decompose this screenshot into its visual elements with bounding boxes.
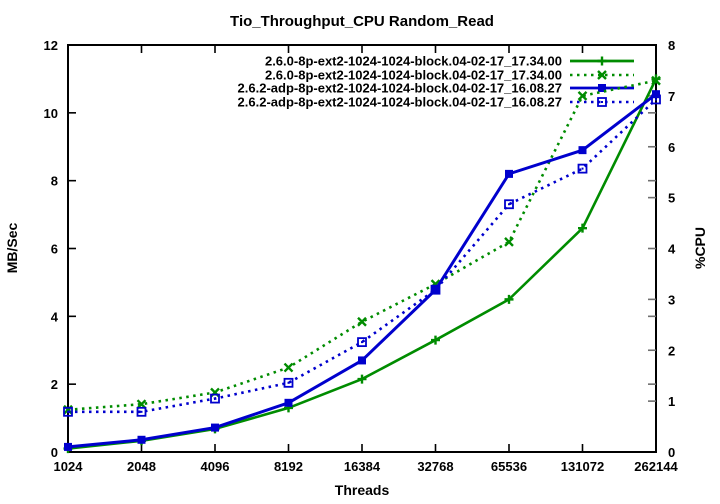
y-right-tick-label-3: 3 [668,292,675,307]
series-0 [63,74,661,454]
x-tick-label-65536: 65536 [491,459,527,474]
series-2-marker-6 [505,169,513,178]
legend-sample-marker-2 [598,84,606,92]
x-tick-label-2048: 2048 [127,459,156,474]
y-right-tick-label-5: 5 [668,191,675,206]
series-0-line [67,78,658,450]
x-axis-label: Threads [335,482,390,498]
series-3-marker-5 [430,284,441,295]
legend-sample-marker-1 [597,70,607,80]
series-3-marker-8 [651,94,661,105]
series-1-marker-7 [577,91,588,101]
series-3-marker-0-dot [67,410,69,413]
chart-series [63,74,661,454]
series-0-marker-6 [504,294,514,304]
series-2-marker-1 [137,435,146,444]
legend-sample-marker-0 [597,56,607,66]
series-1-marker-8 [651,75,661,86]
y-right-tick-label-8: 8 [668,38,675,53]
chart-title: Tio_Throughput_CPU Random_Read [230,13,494,30]
legend-sample-marker-3 [597,97,607,107]
series-3-marker-2-dot [214,397,216,400]
y-left-tick-label-8: 8 [51,174,58,189]
series-0-marker-4 [357,374,367,384]
series-1-marker-6 [504,237,514,247]
y-right-tick-label-4: 4 [668,242,676,257]
y-left-tick-label-2: 2 [51,377,58,392]
y-left-tick-label-0: 0 [51,445,58,460]
y-right-tick-label-6: 6 [668,140,675,155]
series-1-line [67,79,657,412]
series-2-marker-3 [284,398,293,407]
y-left-tick-label-4: 4 [51,309,59,324]
series-3-marker-7-dot [581,167,584,170]
y-right-tick-label-1: 1 [668,394,675,409]
series-3-marker-4 [357,337,367,348]
x-tick-label-1024: 1024 [54,459,84,474]
series-3-marker-0 [63,406,73,417]
series-2-marker-2 [211,423,219,432]
legend-label-3: 2.6.2-adp-8p-ext2-1024-1024-block.04-02-… [238,95,562,110]
y-right-tick-label-7: 7 [668,89,675,104]
x-tick-label-16384: 16384 [344,459,381,474]
x-tick-label-131072: 131072 [561,459,604,474]
y-left-tick-label-10: 10 [44,106,58,121]
series-3-marker-7 [577,163,588,174]
series-3-marker-6-dot [508,203,510,206]
series-2-marker-0 [64,442,72,451]
series-3-marker-1 [136,406,147,417]
series-3-marker-5-dot [434,288,437,291]
series-2-marker-4 [358,356,366,365]
legend-sample-marker-3-dot [601,101,603,103]
series-3-marker-6 [504,199,514,210]
series-3-marker-3-dot [287,381,290,384]
series-3-marker-8-dot [655,98,657,101]
legend-row-1: 2.6.0-8p-ext2-1024-1024-block.04-02-17_1… [265,68,634,83]
y-right-tick-label-0: 0 [668,445,675,460]
chart-axes: 1024 2048 4096 8192 16384 32768 65536 131072 262… [44,38,679,474]
y-left-axis-label: MB/Sec [4,223,20,274]
series-1-marker-4 [357,316,367,327]
legend-row-3: 2.6.2-adp-8p-ext2-1024-1024-block.04-02-… [238,95,634,110]
series-3-marker-4-dot [361,341,363,344]
x-tick-label-4096: 4096 [201,459,230,474]
x-tick-label-8192: 8192 [274,459,303,474]
y-left-tick-label-12: 12 [44,38,58,53]
legend-label-2: 2.6.2-adp-8p-ext2-1024-1024-block.04-02-… [238,81,562,96]
series-2 [64,90,660,451]
legend-row-0: 2.6.0-8p-ext2-1024-1024-block.04-02-17_1… [265,54,634,69]
series-3-marker-2 [210,393,220,404]
legend-label-1: 2.6.0-8p-ext2-1024-1024-block.04-02-17_1… [265,68,562,83]
series-1-marker-1 [136,399,147,410]
x-tick-label-262144: 262144 [634,459,678,474]
series-0-marker-5 [431,335,440,345]
series-2-marker-7 [578,146,587,155]
legend-label-0: 2.6.0-8p-ext2-1024-1024-block.04-02-17_1… [265,54,562,69]
series-2-line [67,92,657,449]
series-3-marker-3 [283,377,294,388]
series-1 [63,75,661,415]
legend-row-2: 2.6.2-adp-8p-ext2-1024-1024-block.04-02-… [238,81,634,96]
series-3-line [68,98,657,414]
series-2-marker-8 [652,90,660,99]
x-tick-label-32768: 32768 [417,459,453,474]
chart-legend: 2.6.0-8p-ext2-1024-1024-block.04-02-17_1… [238,54,634,110]
y-right-tick-label-2: 2 [668,343,675,358]
series-0-marker-7 [578,223,587,233]
series-3 [63,94,661,417]
series-3-marker-1-dot [140,410,143,413]
y-left-tick-label-6: 6 [51,242,58,257]
y-right-axis-label: %CPU [692,227,708,269]
series-1-marker-3 [283,362,294,373]
